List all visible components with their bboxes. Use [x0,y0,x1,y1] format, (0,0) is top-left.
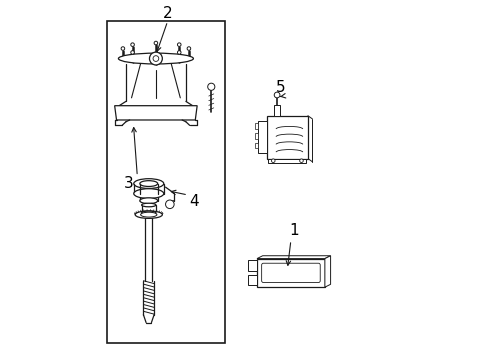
Ellipse shape [142,203,156,207]
Bar [257,258,324,287]
Polygon shape [114,106,197,120]
Ellipse shape [140,181,157,186]
Circle shape [274,92,280,98]
Ellipse shape [141,212,157,217]
Circle shape [177,51,181,54]
Circle shape [165,200,174,208]
Polygon shape [257,256,330,258]
Ellipse shape [134,179,163,188]
Text: 5: 5 [275,80,285,95]
Ellipse shape [134,189,163,198]
Polygon shape [324,256,330,287]
Text: 4: 4 [189,194,199,209]
Ellipse shape [140,198,157,204]
Circle shape [149,52,162,65]
Circle shape [130,51,134,54]
Bar [248,260,257,271]
Circle shape [187,47,190,50]
Circle shape [177,43,181,46]
Circle shape [121,47,124,50]
Text: 2: 2 [163,6,172,21]
Circle shape [271,159,274,162]
Circle shape [153,56,159,62]
Bar [268,158,306,163]
Text: 3: 3 [123,176,133,191]
Ellipse shape [135,211,162,219]
Bar [255,143,257,148]
Bar [266,116,307,158]
Circle shape [207,83,214,90]
Circle shape [130,43,134,46]
Ellipse shape [118,53,193,64]
Bar [248,275,257,285]
Circle shape [154,52,157,56]
Text: 1: 1 [289,222,299,238]
Bar [255,133,257,139]
Circle shape [154,41,157,45]
Ellipse shape [142,211,156,215]
Bar [273,105,280,116]
Bar [255,123,257,129]
Bar [107,21,224,342]
Circle shape [299,159,303,162]
Bar [257,121,266,153]
